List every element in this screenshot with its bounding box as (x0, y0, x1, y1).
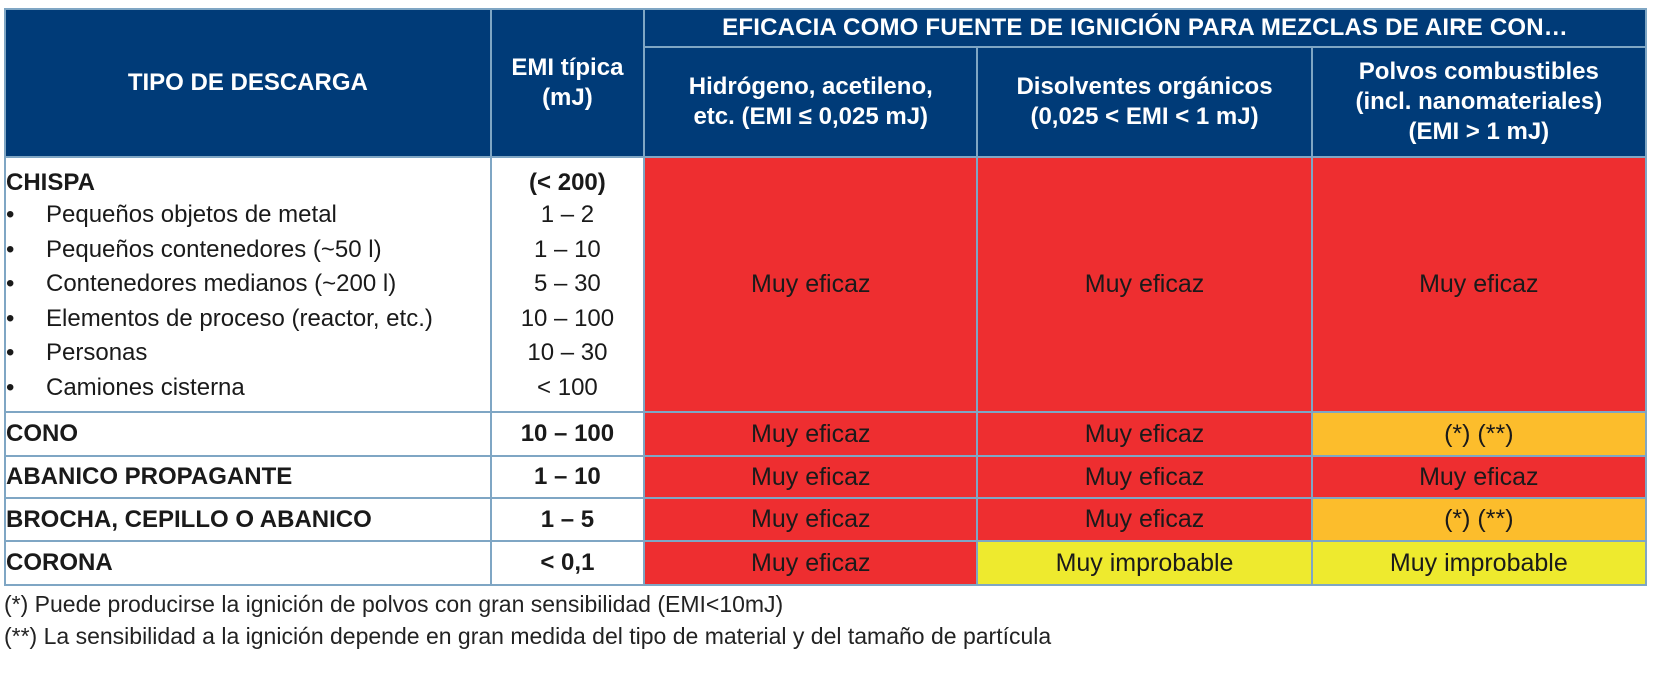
bullet-icon: • (6, 339, 15, 366)
efficacy-cell: Muy eficaz (976, 455, 1313, 499)
subitem-label: Pequeños contenedores (~50 l) (46, 235, 382, 263)
list-item: • Pequeños objetos de metal (6, 198, 490, 233)
ignition-efficacy-table: TIPO DE DESCARGA EMI típica (mJ) EFICACI… (4, 8, 1648, 586)
efficacy-cell: Muy eficaz (976, 156, 1313, 413)
header-type-of-discharge: TIPO DE DESCARGA (4, 8, 492, 158)
list-item: • Personas (6, 336, 490, 371)
bullet-icon: • (6, 235, 15, 263)
row-label-corona: CORONA (4, 540, 492, 586)
header-col-dusts: Polvos combustibles (incl. nanomateriale… (1310, 46, 1648, 158)
emi-value-cono: 10 – 100 (489, 411, 646, 457)
efficacy-cell: Muy eficaz (1310, 156, 1648, 413)
efficacy-cell: Muy eficaz (643, 455, 979, 499)
header-col-hydrogen: Hidrógeno, acetileno, etc. (EMI ≤ 0,025 … (643, 46, 979, 158)
efficacy-cell: Muy eficaz (643, 540, 979, 586)
row-emi-cell: (< 200) 1 – 2 1 – 10 5 – 30 10 – 100 10 … (489, 156, 646, 413)
footnote-double-asterisk: (**) La sensibilidad a la ignición depen… (4, 623, 1052, 649)
list-item: • Elementos de proceso (reactor, etc.) (6, 302, 490, 337)
subitem-label: Personas (46, 339, 148, 366)
emi-value-chispa: (< 200) (529, 169, 606, 196)
emi-value-corona: < 0,1 (489, 540, 646, 586)
efficacy-cell: Muy eficaz (976, 411, 1313, 457)
emi-value-abanico: 1 – 10 (489, 455, 646, 499)
bullet-icon: • (6, 373, 15, 401)
subitem-emi: < 100 (537, 373, 598, 401)
header-col-line: etc. (EMI ≤ 0,025 mJ) (693, 103, 929, 130)
header-emi-line2: (mJ) (542, 84, 593, 111)
list-item: • Pequeños contenedores (~50 l) (6, 233, 490, 268)
header-col-line: Hidrógeno, acetileno, (688, 73, 933, 100)
table-row-abanico-propagante: ABANICO PROPAGANTE 1 – 10 Muy eficaz Muy… (4, 455, 1648, 499)
header-col-solvents: Disolventes orgánicos (0,025 < EMI < 1 m… (976, 46, 1313, 158)
subitem-emi: 1 – 10 (534, 235, 601, 263)
efficacy-cell: Muy eficaz (643, 156, 979, 413)
header-col-line: (0,025 < EMI < 1 mJ) (1030, 103, 1259, 130)
efficacy-cell: Muy eficaz (643, 411, 979, 457)
subitem-emi: 5 – 30 (534, 270, 601, 297)
footnote-single-asterisk: (*) Puede producirse la ignición de polv… (4, 591, 784, 617)
bullet-icon: • (6, 304, 15, 332)
header-col-line: Disolventes orgánicos (1016, 73, 1273, 100)
subitem-label: Pequeños objetos de metal (46, 201, 337, 228)
list-item: • Camiones cisterna (6, 371, 490, 406)
header-col-line: Polvos combustibles (1358, 58, 1599, 85)
subitem-label: Camiones cisterna (46, 373, 245, 401)
row-type-cell: CHISPA • Pequeños objetos de metal • Peque… (4, 156, 492, 413)
table-row-brocha: BROCHA, CEPILLO O ABANICO 1 – 5 Muy efic… (4, 497, 1648, 542)
bullet-icon: • (6, 270, 15, 297)
subitem-label: Contenedores medianos (~200 l) (46, 270, 397, 297)
header-efficacy-title: EFICACIA COMO FUENTE DE IGNICIÓN PARA ME… (643, 8, 1647, 48)
chispa-subitems-list: • Pequeños objetos de metal • Pequeños con… (6, 198, 490, 405)
efficacy-cell: Muy improbable (976, 540, 1313, 586)
efficacy-cell: Muy improbable (1310, 540, 1648, 586)
efficacy-cell: Muy eficaz (976, 497, 1313, 542)
header-emi-line1: EMI típica (511, 54, 624, 81)
header-col-line: (EMI > 1 mJ) (1408, 118, 1550, 145)
efficacy-cell: (*) (**) (1310, 411, 1648, 457)
row-label-brocha: BROCHA, CEPILLO O ABANICO (4, 497, 492, 542)
efficacy-cell: Muy eficaz (1310, 455, 1648, 499)
bullet-icon: • (6, 201, 15, 228)
row-label-chispa: CHISPA (6, 169, 95, 196)
row-label-abanico: ABANICO PROPAGANTE (4, 455, 492, 499)
subitem-emi: 10 – 100 (520, 304, 615, 332)
header-typical-emi: EMI típica (mJ) (489, 8, 646, 158)
table-row-corona: CORONA < 0,1 Muy eficaz Muy improbable M… (4, 540, 1648, 586)
efficacy-cell: Muy eficaz (643, 497, 979, 542)
emi-value-brocha: 1 – 5 (489, 497, 646, 542)
subitem-label: Elementos de proceso (reactor, etc.) (46, 304, 433, 332)
subitem-emi: 10 – 30 (527, 339, 608, 366)
row-label-cono: CONO (4, 411, 492, 457)
list-item: • Contenedores medianos (~200 l) (6, 267, 490, 302)
table-row-chispa: CHISPA • Pequeños objetos de metal • Peque… (4, 156, 1648, 413)
table-row-cono: CONO 10 – 100 Muy eficaz Muy eficaz (*) … (4, 411, 1648, 457)
efficacy-cell: (*) (**) (1310, 497, 1648, 542)
header-col-line: (incl. nanomateriales) (1355, 88, 1603, 115)
footnotes: (*) Puede producirse la ignición de polv… (4, 588, 1051, 652)
subitem-emi: 1 – 2 (540, 201, 595, 228)
